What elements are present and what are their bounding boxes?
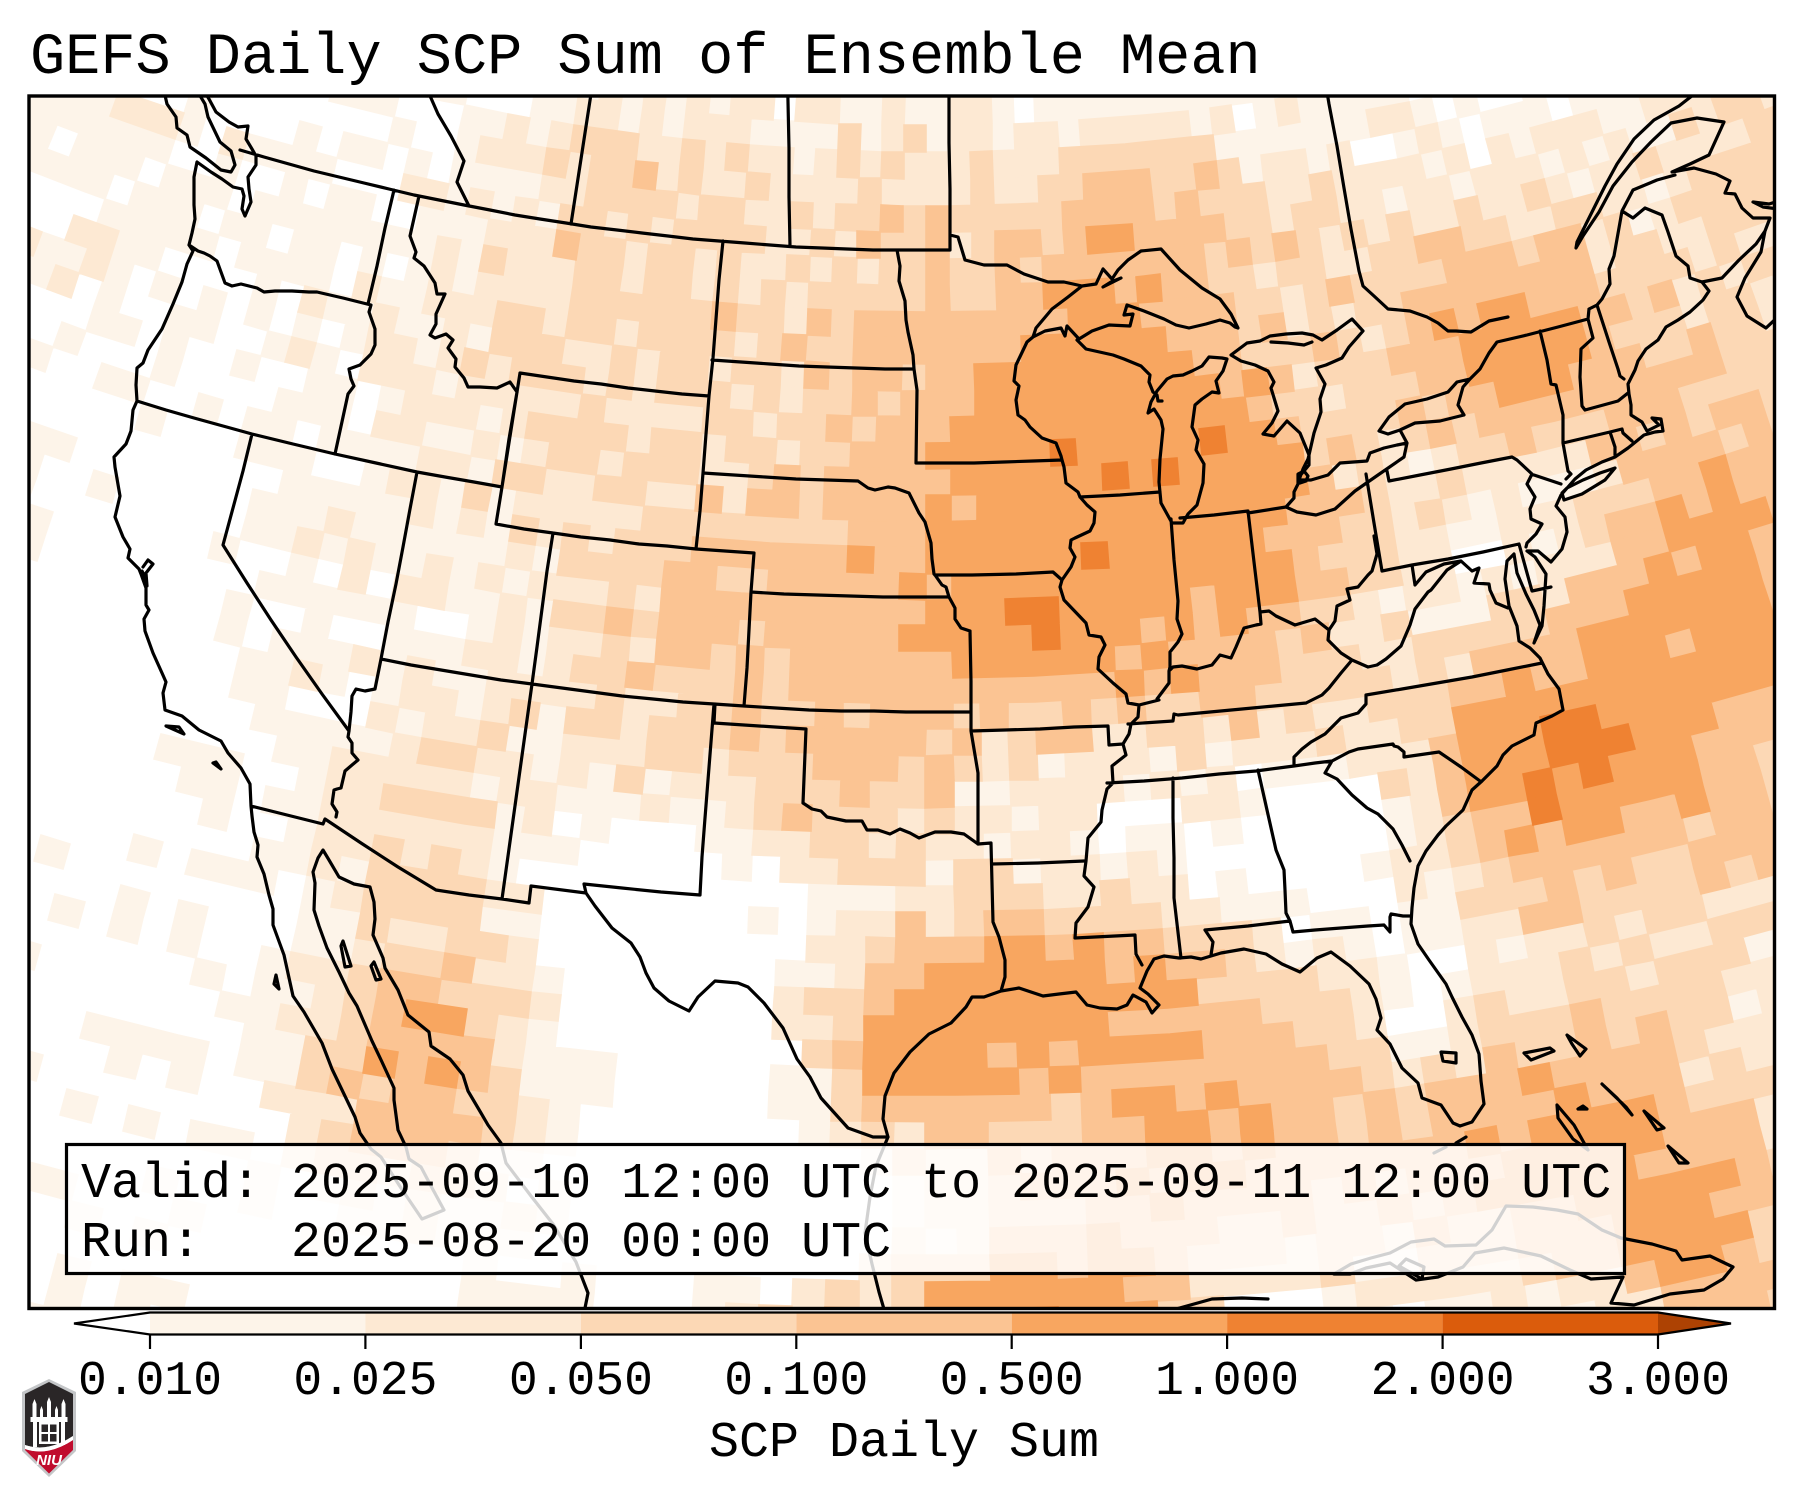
svg-text:NIU: NIU xyxy=(36,1452,63,1469)
